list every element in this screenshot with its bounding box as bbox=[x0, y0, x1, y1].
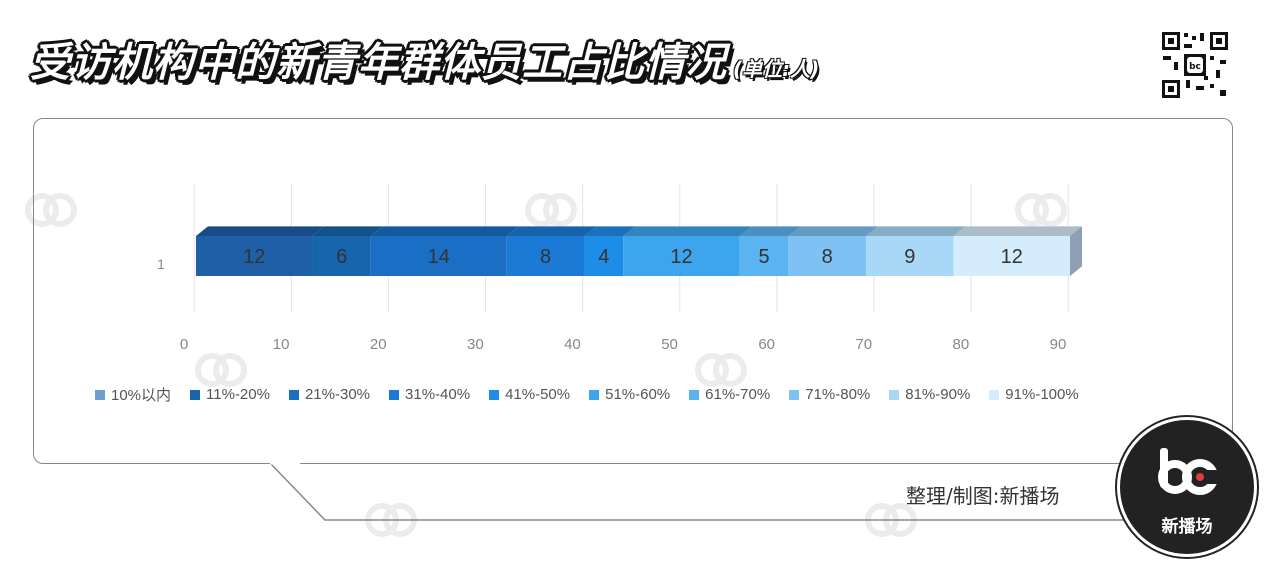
data-label: 14 bbox=[428, 246, 450, 268]
x-tick-label: 60 bbox=[758, 336, 775, 353]
legend-item: 91%-100% bbox=[989, 386, 1079, 403]
data-label: 12 bbox=[670, 246, 692, 268]
unit-label: (单位:人) bbox=[733, 57, 820, 81]
legend-swatch bbox=[389, 389, 400, 400]
bar-segment-top bbox=[584, 226, 636, 236]
bar-segment-front bbox=[623, 236, 740, 276]
bar-segment-front bbox=[788, 236, 867, 276]
legend-label: 41%-50% bbox=[505, 386, 571, 403]
bar-segment-front bbox=[953, 236, 1070, 276]
x-tick-label: 20 bbox=[370, 336, 387, 353]
bar-segment: 9 bbox=[866, 226, 966, 276]
bar-segment-front bbox=[739, 236, 789, 276]
legend-label: 91%-100% bbox=[1005, 386, 1079, 403]
legend-swatch bbox=[889, 389, 900, 400]
bar-segment-top bbox=[370, 226, 519, 236]
x-tick-label: 70 bbox=[855, 336, 872, 353]
x-tick-label: 50 bbox=[661, 336, 678, 353]
legend-item: 41%-50% bbox=[489, 386, 570, 403]
bar-segment-top bbox=[312, 226, 383, 236]
legend-item: 81%-90% bbox=[889, 386, 970, 403]
bar-segment-top bbox=[866, 226, 966, 236]
bar-segment: 12 bbox=[953, 226, 1082, 276]
legend-label: 51%-60% bbox=[605, 386, 671, 403]
bar-segment-top bbox=[506, 226, 597, 236]
legend-swatch bbox=[95, 389, 105, 400]
bar-segment: 8 bbox=[506, 226, 597, 276]
bar-segment: 14 bbox=[370, 226, 519, 276]
legend-swatch bbox=[589, 389, 600, 400]
legend-item: 31%-40% bbox=[389, 386, 470, 403]
legend-swatch bbox=[689, 389, 700, 400]
brand-badge: 新播场 bbox=[1117, 417, 1257, 557]
legend-label: 71%-80% bbox=[805, 386, 871, 403]
bar-segment-front bbox=[312, 236, 371, 276]
legend-swatch bbox=[989, 389, 1000, 400]
bar-segment: 4 bbox=[584, 226, 636, 276]
bar-segment-front bbox=[584, 236, 624, 276]
x-tick-label: 30 bbox=[467, 336, 484, 353]
bar-segment-top bbox=[953, 226, 1082, 236]
bar-segment: 12 bbox=[196, 226, 325, 276]
bar-segment: 8 bbox=[788, 226, 879, 276]
legend-item: 21%-30% bbox=[288, 386, 371, 403]
legend-swatch bbox=[789, 389, 800, 400]
bar-segment-front bbox=[196, 236, 313, 276]
legend-item: 61%-70% bbox=[689, 386, 770, 403]
data-label: 6 bbox=[336, 246, 347, 268]
svg-text:bc: bc bbox=[1189, 62, 1201, 72]
title-block: 受访机构中的新青年群体员工占比情况 (单位:人) bbox=[30, 30, 819, 100]
chart-panel bbox=[33, 118, 1233, 464]
bar-segment-top bbox=[623, 226, 752, 236]
x-tick-label: 40 bbox=[564, 336, 581, 353]
legend-swatch bbox=[489, 389, 500, 400]
bar-segment-end bbox=[1070, 226, 1082, 276]
legend-item: 71%-80% bbox=[789, 386, 870, 403]
x-tick-label: 80 bbox=[953, 336, 970, 353]
data-label: 8 bbox=[822, 246, 833, 268]
bar-segment-top bbox=[196, 226, 325, 236]
legend-item: 51%-60% bbox=[589, 386, 670, 403]
data-label: 8 bbox=[540, 246, 551, 268]
bar-segment-front bbox=[866, 236, 954, 276]
bar-segment: 5 bbox=[739, 226, 801, 276]
legend-label: 61%-70% bbox=[705, 386, 771, 403]
legend-label: 21%-30% bbox=[304, 386, 371, 403]
bar-segment-top bbox=[739, 226, 801, 236]
category-label: 1 bbox=[157, 256, 165, 272]
data-label: 4 bbox=[598, 246, 609, 268]
legend-swatch bbox=[288, 389, 299, 400]
x-tick-label: 10 bbox=[273, 336, 290, 353]
data-label: 12 bbox=[1001, 246, 1023, 268]
credit-text: 整理/制图:新播场 bbox=[906, 484, 1060, 508]
data-label: 9 bbox=[904, 246, 915, 268]
x-tick-label: 90 bbox=[1050, 336, 1067, 353]
data-label: 12 bbox=[243, 246, 265, 268]
brand-logo-icon bbox=[1158, 448, 1218, 495]
bar-segment-front bbox=[370, 236, 507, 276]
qr-code-icon: bc bbox=[1160, 30, 1230, 100]
chart-legend: 10%以内 11%-20% 21%-30% 31%-40% 41%-50% 51%-60%… bbox=[95, 384, 1235, 405]
legend-item: 10%以内 bbox=[95, 384, 171, 405]
legend-swatch bbox=[190, 389, 201, 400]
bar-segment: 6 bbox=[312, 226, 383, 276]
bar-segment: 12 bbox=[623, 226, 752, 276]
legend-label: 31%-40% bbox=[405, 386, 471, 403]
legend-label: 11%-20% bbox=[206, 386, 270, 403]
data-label: 5 bbox=[759, 246, 770, 268]
page-title: 受访机构中的新青年群体员工占比情况 bbox=[30, 40, 727, 86]
x-tick-label: 0 bbox=[180, 336, 188, 353]
bar-segment-front bbox=[506, 236, 585, 276]
legend-item: 11%-20% bbox=[190, 386, 270, 403]
legend-label: 10%以内 bbox=[111, 387, 172, 404]
legend-label: 81%-90% bbox=[905, 386, 971, 403]
brand-name: 新播场 bbox=[1161, 517, 1213, 537]
bar-segment-top bbox=[788, 226, 879, 236]
